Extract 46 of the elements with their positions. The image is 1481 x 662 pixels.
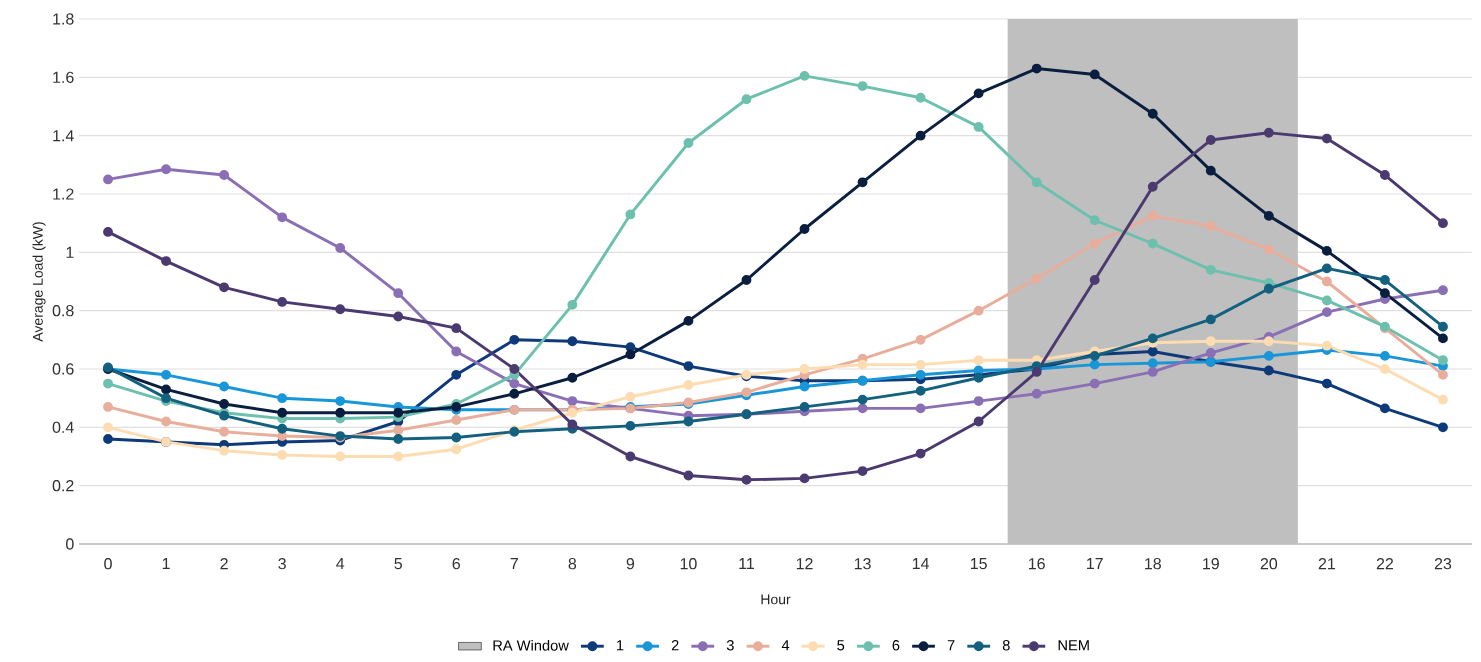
- y-tick-label: 0.2: [52, 480, 74, 492]
- x-tick-label: 7: [510, 558, 518, 570]
- y-tick-label: 0.8: [52, 305, 74, 317]
- legend-label: 8: [1002, 640, 1010, 651]
- legend-label: 6: [892, 640, 900, 651]
- y-tick-label: 0.6: [52, 363, 74, 375]
- x-tick-label: 18: [1145, 558, 1161, 570]
- x-tick-label: 4: [336, 558, 345, 570]
- x-tick-label: 2: [220, 558, 228, 570]
- x-axis-title: Hour: [761, 594, 791, 605]
- x-tick-label: 16: [1028, 558, 1045, 570]
- x-tick-label: 15: [970, 558, 987, 570]
- y-tick-label: 1.8: [53, 13, 74, 25]
- x-tick-label: 5: [394, 558, 402, 570]
- legend-label: NEM: [1058, 640, 1089, 651]
- y-tick-label: 1.2: [53, 188, 74, 200]
- y-tick-label: 1: [66, 246, 74, 258]
- y-tick-label: 1.4: [53, 130, 74, 142]
- legend-label: 2: [671, 640, 679, 651]
- x-tick-label: 21: [1318, 558, 1335, 570]
- x-tick-label: 23: [1434, 558, 1452, 570]
- y-tick-label: 1.6: [53, 71, 74, 83]
- x-tick-label: 20: [1260, 558, 1278, 570]
- legend-label: RA Window: [493, 639, 569, 651]
- y-tick-label: 0.4: [52, 421, 74, 433]
- x-tick-label: 13: [854, 558, 871, 570]
- x-tick-label: 12: [796, 558, 813, 570]
- x-tick-label: 8: [568, 558, 577, 570]
- x-tick-label: 22: [1376, 558, 1394, 570]
- legend-label: 3: [726, 640, 734, 651]
- legend-label: 4: [781, 640, 790, 651]
- x-tick-label: 14: [912, 558, 930, 570]
- x-tick-label: 11: [739, 558, 754, 570]
- x-tick-label: 9: [626, 558, 635, 570]
- x-tick-label: 17: [1087, 558, 1103, 570]
- x-tick-label: 10: [680, 558, 697, 570]
- x-tick-label: 6: [452, 558, 461, 570]
- x-tick-label: 3: [278, 558, 286, 570]
- x-tick-label: 1: [162, 558, 170, 570]
- legend-label: 1: [617, 640, 624, 651]
- legend-label: 7: [947, 640, 955, 651]
- x-tick-label: 19: [1203, 558, 1219, 570]
- y-tick-label: 0: [66, 538, 74, 550]
- y-axis-title: Average Load (kW): [32, 222, 46, 342]
- legend-label: 5: [837, 640, 845, 651]
- x-tick-label: 0: [104, 558, 112, 570]
